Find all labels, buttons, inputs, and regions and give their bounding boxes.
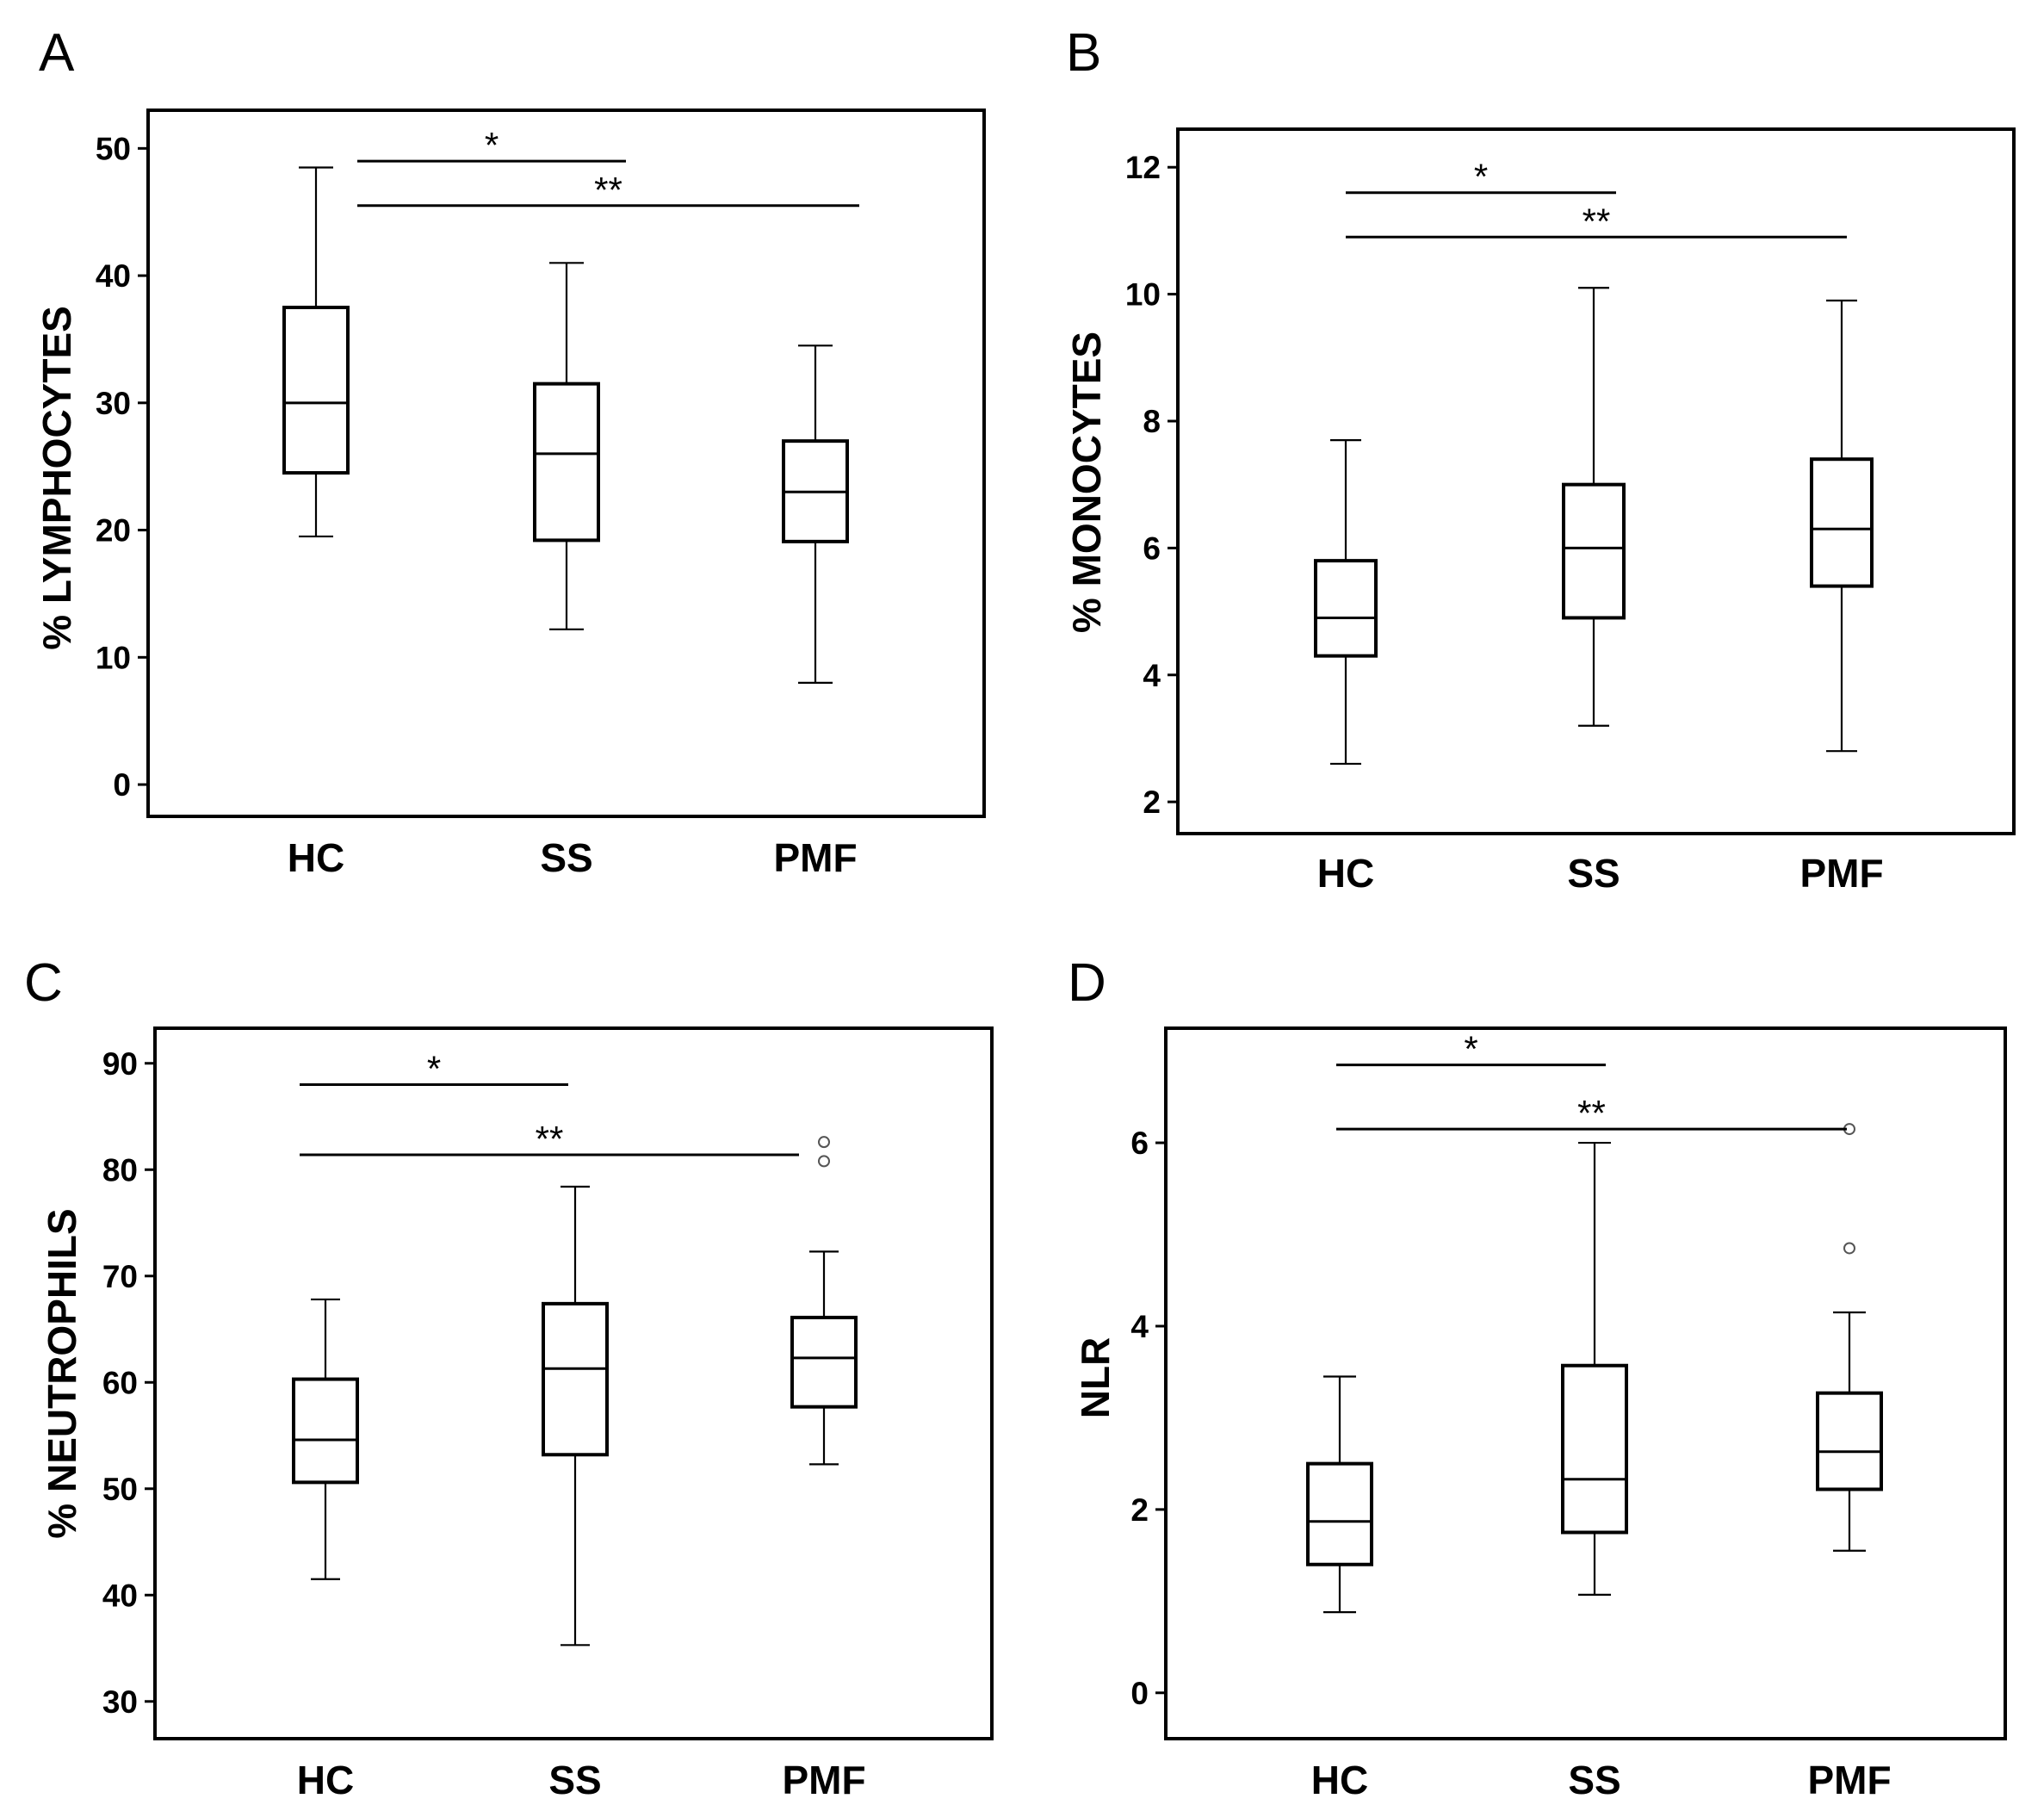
y-tick-label: 12 <box>1125 150 1161 185</box>
iqr-box <box>282 306 350 475</box>
y-axis-label-c: % NEUTROPHILS <box>40 1208 84 1538</box>
y-tick-label: 40 <box>102 1578 138 1613</box>
plot-frame-b <box>1176 127 2016 835</box>
box-hc <box>292 1298 359 1580</box>
y-tick-label: 4 <box>1143 658 1161 693</box>
y-tick-label: 50 <box>102 1472 138 1507</box>
iqr-box <box>542 1301 609 1457</box>
y-tick-label: 2 <box>1130 1492 1149 1528</box>
panel-letter-c: C <box>24 953 63 1013</box>
plot-frame-d <box>1164 1026 2007 1740</box>
x-category-label: PMF <box>773 835 857 880</box>
y-tick-label: 0 <box>113 767 131 803</box>
y-axis-label-d: NLR <box>1073 1337 1118 1419</box>
x-category-label: SS <box>1568 1758 1620 1802</box>
significance-label: ** <box>1577 1093 1606 1133</box>
y-tick-label: 6 <box>1130 1126 1149 1161</box>
box-hc <box>1314 438 1378 766</box>
significance-label: * <box>1464 1029 1477 1070</box>
x-category-label: HC <box>1311 1758 1368 1802</box>
iqr-box <box>1810 457 1874 588</box>
y-tick-label: 60 <box>102 1365 138 1400</box>
y-tick-label: 80 <box>102 1152 138 1188</box>
y-tick-label: 10 <box>96 640 131 675</box>
significance-label: * <box>1474 157 1488 197</box>
x-category-label: HC <box>297 1758 354 1802</box>
box-pmf <box>782 344 849 684</box>
y-tick-label: 4 <box>1130 1309 1149 1344</box>
box-hc <box>282 166 350 538</box>
box-pmf <box>1810 299 1874 753</box>
box-pmf <box>790 1136 858 1466</box>
box-ss <box>1561 1141 1628 1596</box>
box-pmf <box>1816 1123 1883 1552</box>
y-tick-label: 40 <box>96 258 131 294</box>
y-tick-label: 20 <box>96 513 131 549</box>
iqr-box <box>1562 482 1626 620</box>
y-axis-label-a: % LYMPHOCYTES <box>34 306 79 650</box>
outlier-point <box>818 1155 830 1168</box>
y-tick-label: 90 <box>102 1046 138 1082</box>
significance-label: ** <box>594 170 622 210</box>
iqr-box <box>533 381 600 543</box>
plot-frame-a <box>146 109 986 818</box>
box-ss <box>1562 287 1626 727</box>
significance-label: * <box>485 125 499 165</box>
x-category-label: HC <box>288 835 344 880</box>
significance-label: ** <box>1583 201 1611 241</box>
box-ss <box>533 262 600 630</box>
x-category-label: PMF <box>1799 851 1883 896</box>
iqr-box <box>790 1315 858 1409</box>
outlier-point <box>818 1136 830 1149</box>
panel-letter-d: D <box>1068 953 1106 1013</box>
panel-letter-b: B <box>1066 23 1101 83</box>
iqr-box <box>1816 1391 1883 1492</box>
significance-label: * <box>427 1048 441 1088</box>
x-category-label: SS <box>540 835 592 880</box>
box-ss <box>542 1185 609 1647</box>
iqr-box <box>292 1377 359 1485</box>
x-category-label: HC <box>1317 851 1374 896</box>
x-category-label: PMF <box>1807 1758 1891 1802</box>
y-tick-label: 2 <box>1143 785 1161 820</box>
iqr-box <box>1314 559 1378 658</box>
y-tick-label: 0 <box>1130 1676 1149 1711</box>
y-axis-label-b: % MONOCYTES <box>1064 332 1109 633</box>
outlier-point <box>1843 1242 1855 1255</box>
y-tick-label: 8 <box>1143 404 1161 439</box>
y-tick-label: 50 <box>96 131 131 166</box>
panel-letter-a: A <box>39 23 75 83</box>
significance-label: ** <box>536 1119 564 1159</box>
iqr-box <box>1306 1461 1373 1566</box>
y-tick-label: 30 <box>102 1684 138 1720</box>
y-tick-label: 70 <box>102 1259 138 1294</box>
iqr-box <box>1561 1363 1628 1535</box>
y-tick-label: 10 <box>1125 277 1161 313</box>
box-hc <box>1306 1375 1373 1614</box>
y-tick-label: 30 <box>96 386 131 421</box>
y-tick-label: 6 <box>1143 530 1161 566</box>
x-category-label: SS <box>1567 851 1620 896</box>
x-category-label: PMF <box>782 1758 865 1802</box>
x-category-label: SS <box>548 1758 601 1802</box>
